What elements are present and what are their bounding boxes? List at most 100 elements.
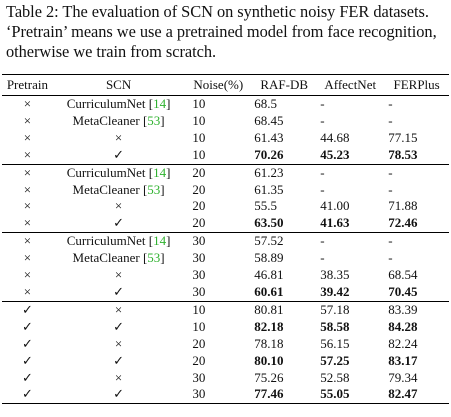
cell-affectnet: 52.58 [320,369,350,385]
cell-scn: ✓ [53,319,185,336]
cell-rafdb: 55.5 [254,198,277,214]
cell-noise: 10 [192,318,206,334]
cell-rafdb: 80.81 [252,300,317,319]
scn-method-label: ✓ [113,146,125,162]
cell-noise: 10 [192,112,206,128]
cell-scn: × [53,198,185,215]
cell-rafdb: 82.18 [254,318,284,334]
scn-method-label: ✓ [113,386,125,402]
cell-pretrain: × [23,112,32,128]
cell-ferplus: - [384,232,449,251]
cell-noise: 30 [192,267,206,283]
cell-ferplus: 84.28 [388,318,418,334]
cell-scn: ✓ [52,386,185,405]
cell-pretrain: ✓ [21,335,33,351]
cell-affectnet: 56.15 [320,335,350,351]
cell-affectnet: 45.23 [320,146,350,162]
table-row: × × 30 46.81 38.35 68.54 [2,267,449,284]
cell-affectnet: - [316,232,385,251]
cell-affectnet: - [320,250,325,266]
cell-rafdb: 60.61 [254,283,284,299]
cell-rafdb: 70.26 [254,146,284,162]
citation-link[interactable]: 14 [153,164,167,180]
cell-scn: ✓ [53,215,185,232]
cell-ferplus: 82.47 [384,386,449,405]
cell-scn: CurriculumNet [14] [52,232,185,251]
cell-scn: ✓ [53,147,185,164]
cell-ferplus: 70.45 [388,283,418,299]
cell-pretrain: × [23,146,32,162]
cell-rafdb: 61.35 [254,181,284,197]
scn-method-label: × [114,301,123,317]
citation-link[interactable]: 53 [147,112,161,128]
scn-method-label: ✓ [113,318,125,334]
scn-method-label: × [114,335,123,351]
header-row: Pretrain SCN Noise(%) RAF-DB AffectNet F… [2,74,449,96]
cell-pretrain: × [23,250,32,266]
cell-ferplus: 83.39 [384,300,449,319]
header-affectnet: AffectNet [316,74,385,96]
table-row: × ✓ 30 60.61 39.42 70.45 [2,284,449,301]
scn-method-label: × [114,369,123,385]
cell-rafdb: 68.5 [254,96,277,111]
header-ferplus: FERPlus [384,74,449,96]
cell-affectnet: - [320,181,325,197]
cell-noise: 20 [192,352,206,368]
cell-scn: ✓ [53,284,185,301]
scn-method-label: MetaCleaner [72,250,140,266]
cell-pretrain: × [2,232,53,251]
cell-pretrain: ✓ [21,318,33,334]
cell-scn: MetaCleaner [53] [72,112,165,128]
cell-scn: × [52,300,185,319]
cell-ferplus: 71.88 [388,198,418,214]
table-row: × MetaCleaner [53] 10 68.45 - - [2,113,449,130]
cell-ferplus: - [388,181,393,197]
cell-ferplus: - [388,112,393,128]
citation-link[interactable]: 53 [147,250,161,266]
table-row: × MetaCleaner [53] 20 61.35 - - [2,182,449,199]
cell-noise: 30 [184,232,253,251]
scn-method-label: × [114,129,123,145]
scn-method-label: MetaCleaner [72,181,140,197]
cell-scn: ✓ [53,353,185,370]
cell-scn: × [53,336,185,353]
cell-affectnet: 38.35 [320,267,350,283]
citation-link[interactable]: 14 [153,96,167,111]
table-row: ✓ ✓ 20 80.10 57.25 83.17 [2,353,449,370]
cell-affectnet: 41.63 [320,215,350,231]
cell-pretrain: × [23,198,32,214]
cell-affectnet: - [320,112,325,128]
header-rafdb: RAF-DB [252,74,317,96]
cell-noise: 30 [192,283,206,299]
cell-pretrain: × [23,215,32,231]
citation-link[interactable]: 53 [147,181,161,197]
table-row: × × 10 61.43 44.68 77.15 [2,130,449,147]
cell-scn: MetaCleaner [53] [72,181,165,197]
cell-rafdb: 58.89 [254,250,284,266]
cell-noise: 30 [192,250,206,266]
scn-method-label: ✓ [113,352,125,368]
cell-ferplus: 82.24 [388,335,418,351]
table-row: × ✓ 10 70.26 45.23 78.53 [2,147,449,164]
cell-affectnet: 41.00 [320,198,350,214]
cell-pretrain: ✓ [21,352,33,368]
scn-method-label: CurriculumNet [66,164,146,180]
cell-affectnet: 39.42 [320,283,350,299]
citation-link[interactable]: 14 [153,233,167,249]
cell-noise: 30 [184,386,253,405]
cell-scn: × [53,267,185,284]
cell-scn: CurriculumNet [14] [52,163,185,182]
table-body: × CurriculumNet [14] 10 68.5- - × MetaCleaner … [2,96,449,405]
cell-rafdb: 61.23 [252,163,317,182]
cell-pretrain: × [23,129,32,145]
cell-rafdb: 63.50 [254,215,284,231]
table-row: ✓ ✓ 10 82.18 58.58 84.28 [2,319,449,336]
cell-noise: 10 [184,300,253,319]
cell-ferplus: 72.46 [388,215,418,231]
cell-rafdb: 57.52 [252,232,317,251]
cell-ferplus: - [388,250,393,266]
cell-rafdb: 75.26 [254,369,284,385]
scn-method-label: × [114,267,123,283]
cell-ferplus: - [384,163,449,182]
table-row: ✓ × 30 75.26 52.58 79.34 [2,370,449,387]
